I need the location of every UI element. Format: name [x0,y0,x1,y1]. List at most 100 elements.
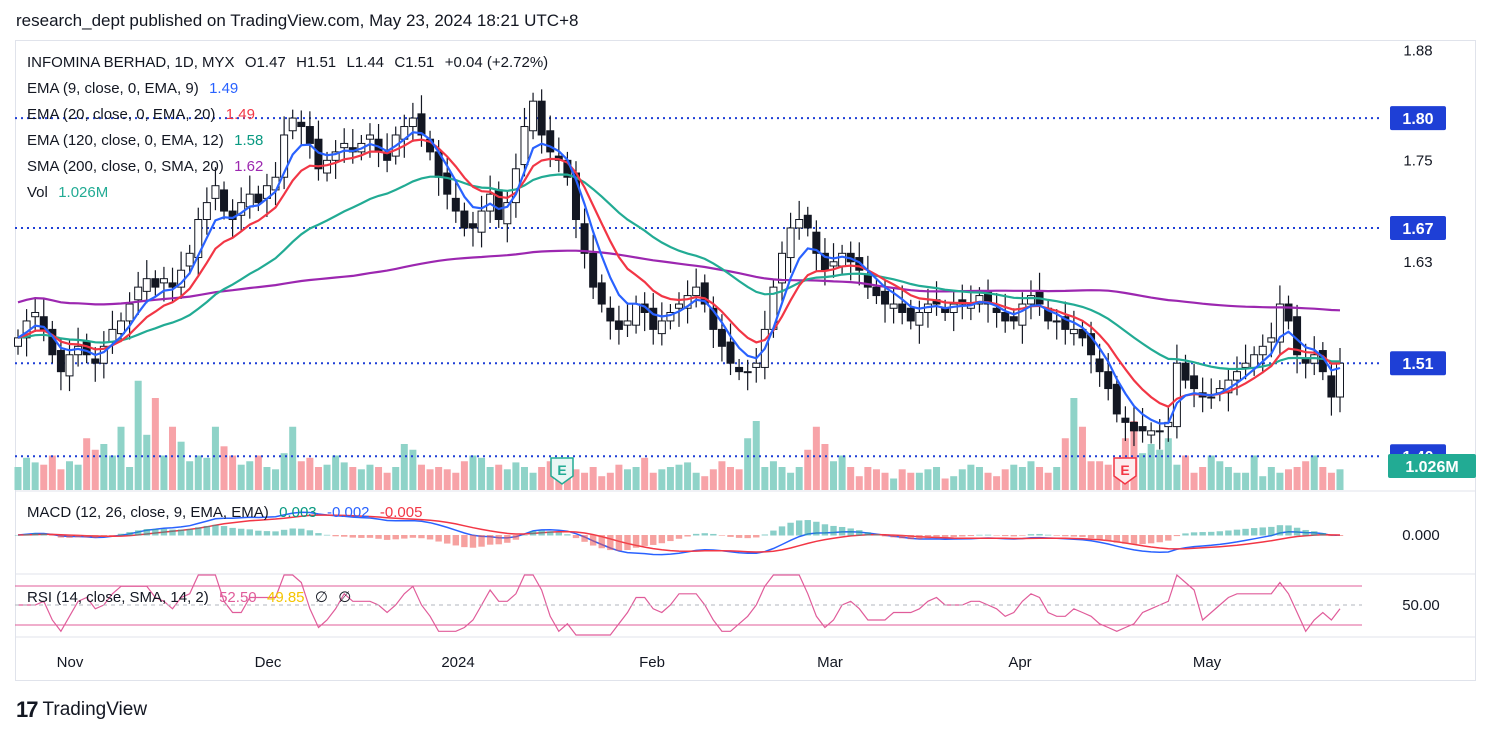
macd-histogram-bar [598,535,605,549]
footer-brand[interactable]: 17 TradingView [16,697,147,723]
legend-ema9-label: EMA (9, close, 0, EMA, 9) [27,80,199,97]
candle-body [1258,345,1267,356]
macd-histogram-bar [392,535,399,540]
macd-histogram-bar [1122,535,1129,544]
candle-body [529,100,538,132]
volume-bar [538,467,546,490]
moving-averages [17,131,1341,636]
macd-histogram-bar [692,533,700,536]
legend-macd[interactable]: MACD (12, 26, close, 9, EMA, EMA) 0.003 … [27,504,424,521]
candle-body [1061,316,1070,330]
candle-body [245,193,254,208]
candle-body [1327,375,1336,398]
candle-body [606,307,615,322]
candle-body [829,261,838,267]
volume-bar [1130,421,1138,490]
macd-histogram-bar [675,535,683,539]
macd-histogram-bar [203,525,211,536]
price-badge-label: 1.51 [1402,356,1433,373]
price-axis-tick: 1.75 [1403,152,1432,169]
candle-body [1241,362,1250,368]
candle-body [1190,375,1199,390]
x-axis-label: Apr [1008,654,1031,671]
macd-histogram-bar [1285,525,1292,536]
volume-badge-label: 1.026M [1405,459,1458,476]
volume-bar [975,467,983,490]
volume-bar [1181,455,1189,490]
macd-histogram-bar [718,535,726,536]
macd-histogram-bar [469,535,477,548]
legend-ema20[interactable]: EMA (20, close, 0, EMA, 20) 1.49 [27,106,257,123]
legend-sma200[interactable]: SMA (200, close, 0, SMA, 20) 1.62 [27,158,265,175]
macd-histogram-bar [1259,527,1266,536]
legend-low: L1.44 [346,54,385,71]
macd-histogram-bar [92,535,99,538]
volume-bar [812,426,820,490]
macd-histogram-bar [684,535,691,537]
volume-bar [864,467,872,490]
rsi-label: RSI (14, close, SMA, 14, 2) [27,589,209,606]
candle-body [717,328,726,347]
volume-bar [1018,467,1026,490]
candle-body [451,197,460,212]
price-badge-label: 1.80 [1402,111,1433,128]
macd-histogram-bar [898,535,906,539]
legend-ema120[interactable]: EMA (120, close, 0, EMA, 12) 1.58 [27,132,265,149]
macd-line [17,511,1340,556]
legend-ema9[interactable]: EMA (9, close, 0, EMA, 9) 1.49 [27,80,240,97]
volume-bar [280,453,288,490]
macd-histogram-bar [813,521,820,536]
macd-pane [14,520,1344,551]
candle-body [649,307,658,330]
price-badge [1390,215,1446,240]
macd-histogram-bar [967,535,975,537]
volume-bar [778,467,786,490]
candle-body [537,100,546,136]
volume-bar [220,446,228,490]
macd-histogram-bar [486,535,494,545]
legend-rsi[interactable]: RSI (14, close, SMA, 14, 2) 52.50 49.85 … [27,588,353,606]
volume-bar [272,469,280,490]
candle-body [1207,396,1216,399]
candle-body [898,303,907,313]
macd-histogram-bar [323,534,331,536]
volume-bar [460,461,468,490]
macd-histogram-bar [1053,535,1060,536]
volume-bar [100,444,108,490]
macd-histogram-bar [23,534,30,536]
volume-bar [581,472,589,490]
legend-vol-value: 1.026M [58,184,109,201]
legend-sma200-value: 1.62 [234,158,264,175]
candle-body [134,286,143,301]
volume-bar [503,469,511,490]
candle-body [1129,421,1138,432]
footer-brand-text: TradingView [42,699,148,720]
candle-body [288,117,297,132]
volume-bar [512,462,520,490]
macd-histogram-bar [169,529,176,536]
macd-histogram-bar [66,535,73,538]
volume-bar [1190,472,1198,490]
volume-bar [546,461,554,490]
volume-bar [821,444,829,490]
macd-histogram-bar [856,530,863,536]
candle-body [735,366,744,373]
candle-body [1172,362,1181,428]
macd-histogram-bar [1336,535,1344,536]
macd-histogram-bar [237,528,245,536]
macd-histogram-bar [366,535,374,538]
volume-bar [1044,472,1052,490]
candle-body [1301,358,1310,364]
chart-frame[interactable] [15,40,1476,681]
volume-bar [890,478,898,490]
volume-bar [1207,455,1215,490]
macd-histogram-bar [272,531,279,536]
legend-volume[interactable]: Vol 1.026M [27,184,110,201]
volume-bar [349,467,357,490]
volume-bar [1070,398,1078,490]
volume-bar [804,449,812,490]
volume-bar [186,461,194,490]
volume-bar [649,472,657,490]
macd-histogram-bar [941,535,949,538]
